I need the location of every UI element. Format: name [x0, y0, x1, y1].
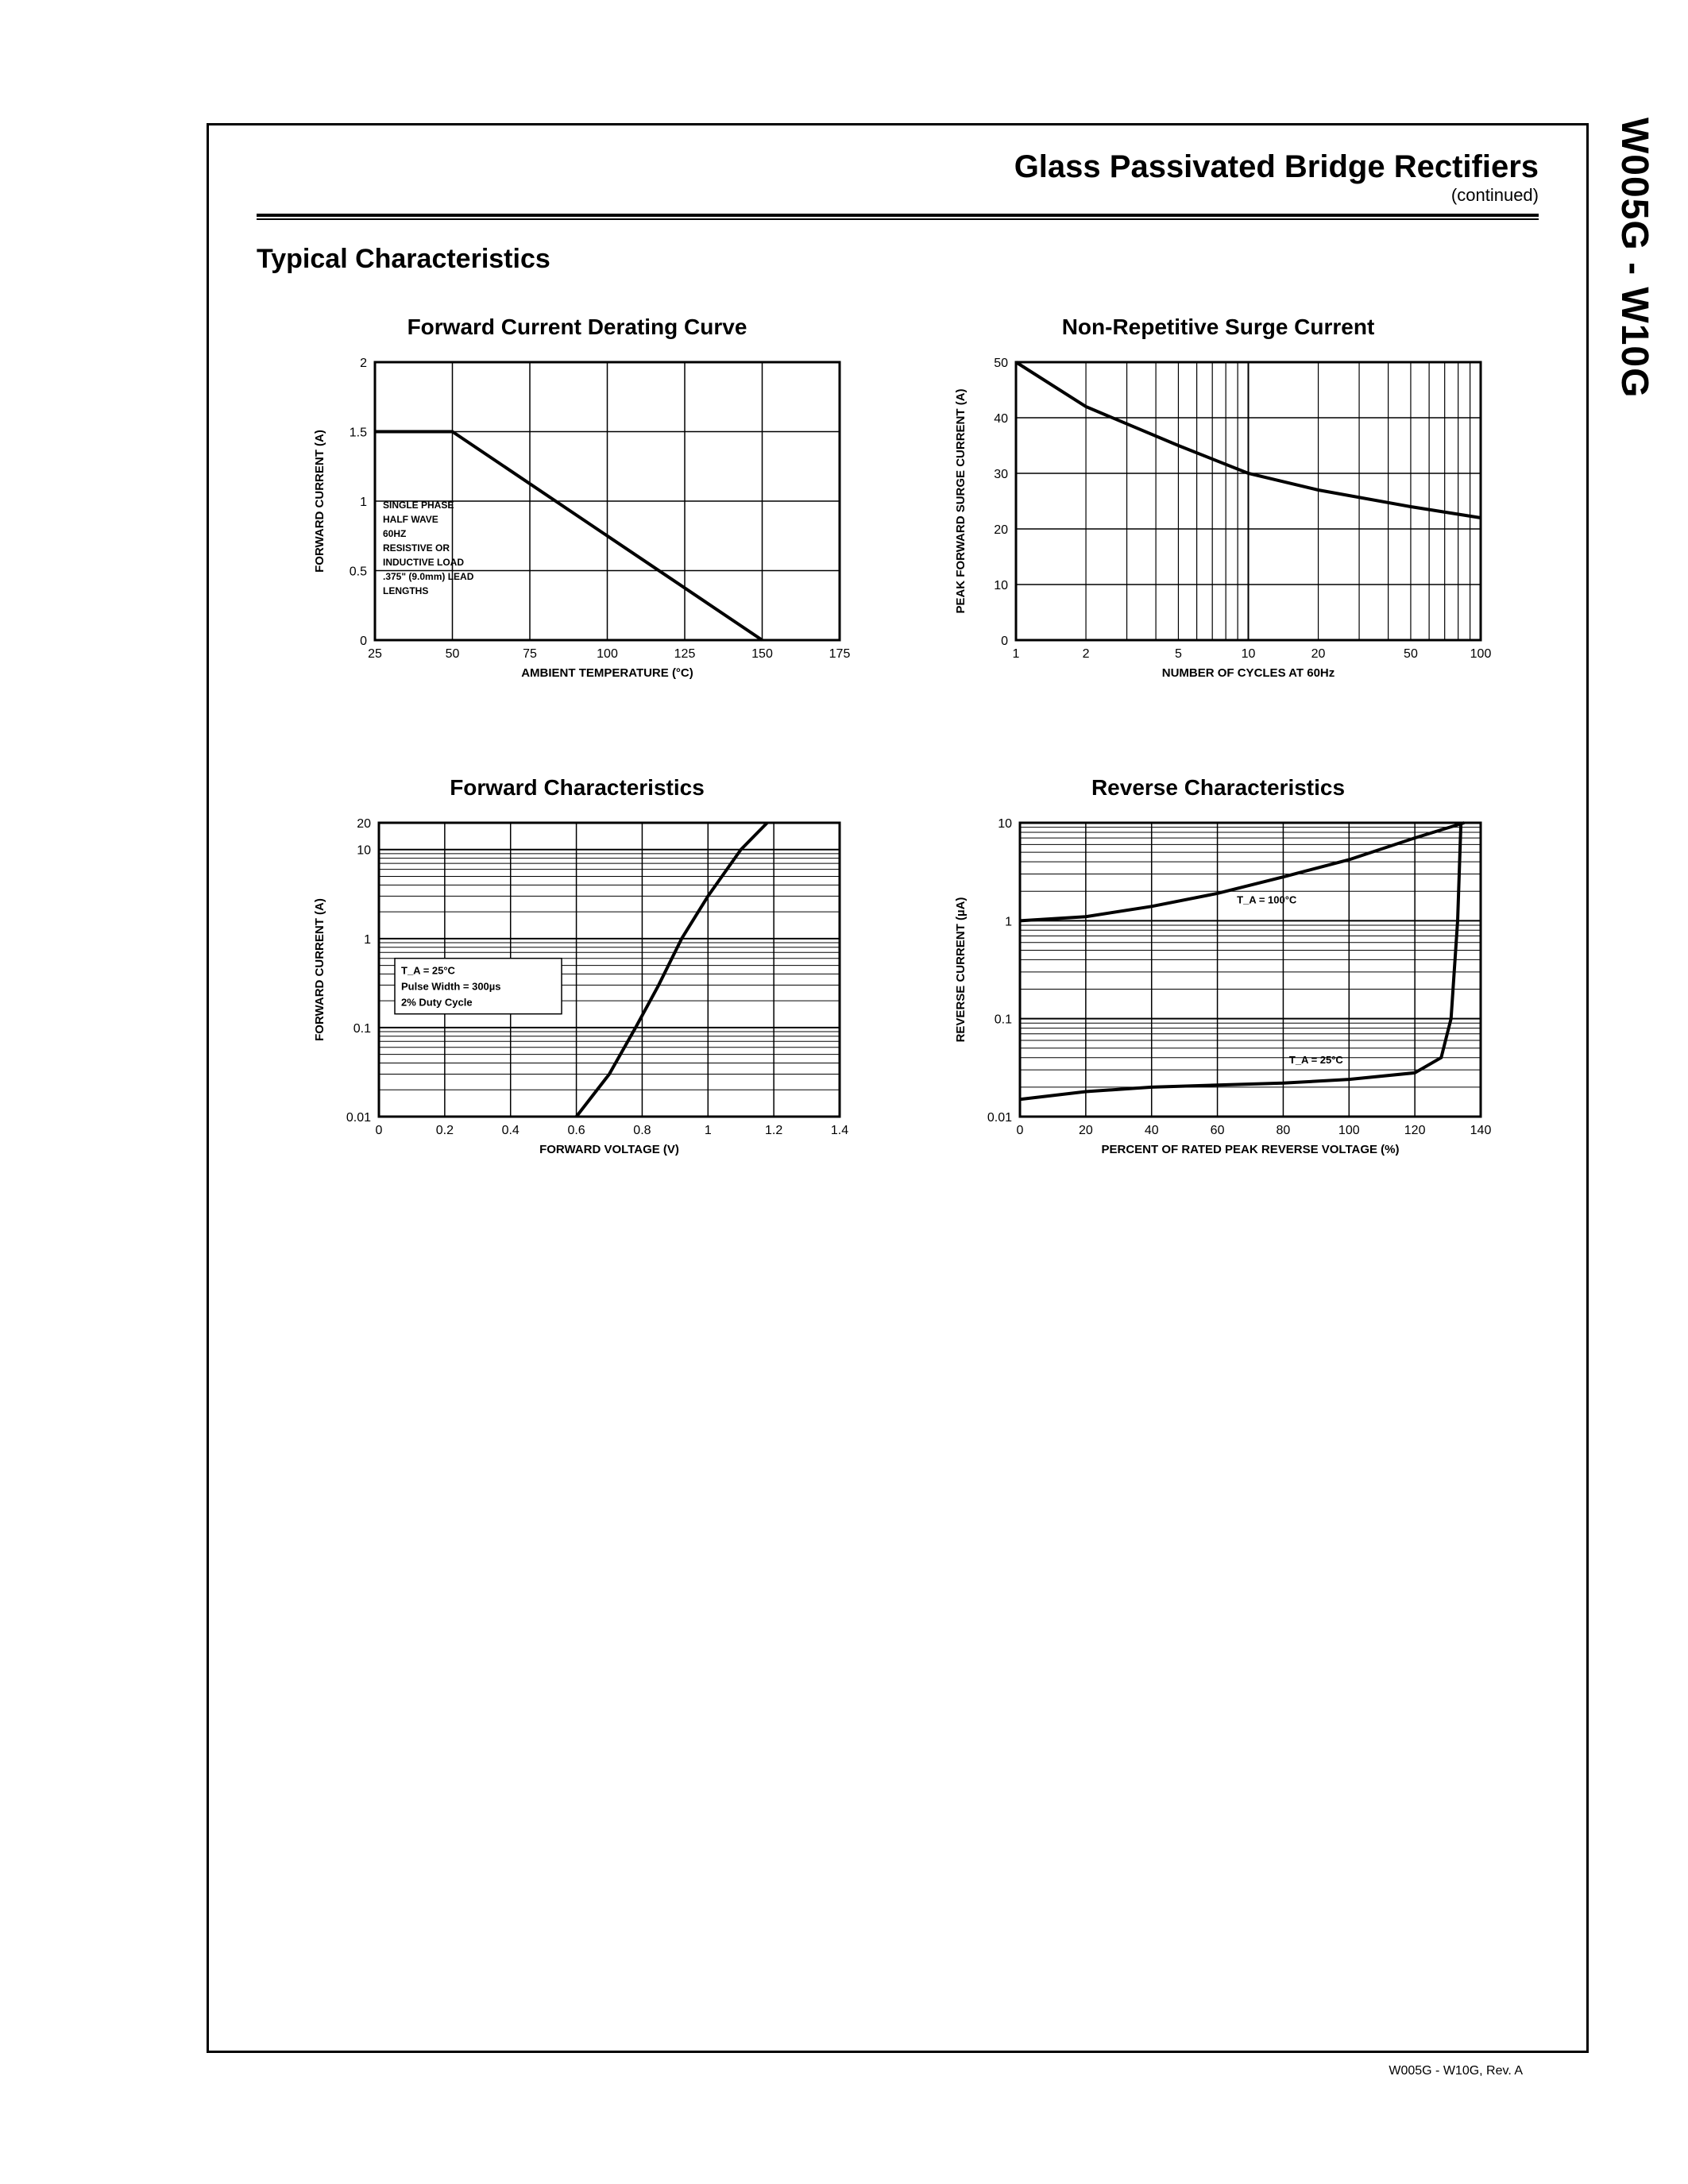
svg-text:150: 150	[751, 647, 773, 661]
svg-text:PEAK FORWARD SURGE CURRENT (A): PEAK FORWARD SURGE CURRENT (A)	[954, 388, 968, 613]
svg-text:HALF WAVE: HALF WAVE	[383, 514, 438, 525]
divider-thin	[257, 218, 1539, 220]
svg-text:100: 100	[1338, 1124, 1359, 1137]
svg-text:T_A = 100°C: T_A = 100°C	[1237, 894, 1297, 906]
svg-text:80: 80	[1276, 1124, 1290, 1137]
chart-derating-svg: 25 50 75 100 125 150 175 0 0.5 1 1.5 2 AMBIENT TEMPE…	[299, 354, 856, 696]
svg-text:0: 0	[1016, 1124, 1023, 1137]
svg-text:1: 1	[704, 1124, 711, 1137]
svg-text:60: 60	[1210, 1124, 1224, 1137]
svg-text:1: 1	[1005, 915, 1012, 928]
svg-text:100: 100	[1470, 647, 1491, 661]
svg-text:LENGTHS: LENGTHS	[383, 585, 428, 596]
svg-text:0.8: 0.8	[633, 1124, 651, 1137]
svg-text:0: 0	[360, 635, 367, 648]
svg-text:25: 25	[368, 647, 382, 661]
svg-text:0: 0	[1001, 635, 1008, 648]
svg-text:.375" (9.0mm) LEAD: .375" (9.0mm) LEAD	[383, 571, 474, 582]
chart-derating-title: Forward Current Derating Curve	[288, 314, 866, 340]
svg-text:10: 10	[357, 844, 371, 858]
svg-text:FORWARD CURRENT (A): FORWARD CURRENT (A)	[313, 430, 326, 573]
svg-text:AMBIENT TEMPERATURE (°C): AMBIENT TEMPERATURE (°C)	[521, 666, 693, 680]
svg-text:100: 100	[597, 647, 618, 661]
chart-surge-title: Non-Repetitive Surge Current	[929, 314, 1507, 340]
svg-text:50: 50	[1404, 647, 1418, 661]
svg-text:0.6: 0.6	[567, 1124, 585, 1137]
svg-text:RESISTIVE OR: RESISTIVE OR	[383, 542, 450, 554]
svg-text:50: 50	[994, 357, 1008, 370]
page-header: Glass Passivated Bridge Rectifiers (cont…	[257, 149, 1539, 206]
svg-text:1.2: 1.2	[765, 1124, 782, 1137]
svg-text:0.1: 0.1	[994, 1013, 1011, 1027]
svg-text:60HZ: 60HZ	[383, 528, 406, 539]
svg-text:140: 140	[1470, 1124, 1491, 1137]
svg-text:175: 175	[829, 647, 850, 661]
svg-text:1.5: 1.5	[349, 426, 366, 440]
svg-text:0.01: 0.01	[346, 1111, 370, 1125]
svg-text:0.4: 0.4	[501, 1124, 519, 1137]
svg-text:0.5: 0.5	[349, 565, 366, 579]
page-title: Glass Passivated Bridge Rectifiers	[257, 149, 1539, 185]
svg-text:0.1: 0.1	[353, 1022, 370, 1036]
page-subtitle: (continued)	[257, 185, 1539, 206]
svg-text:0.01: 0.01	[987, 1111, 1011, 1125]
svg-text:10: 10	[1241, 647, 1255, 661]
svg-text:0.2: 0.2	[435, 1124, 453, 1137]
svg-text:20: 20	[357, 817, 371, 831]
charts-grid: Forward Current Derating Curve 255075100…	[257, 314, 1539, 1172]
svg-text:2% Duty Cycle: 2% Duty Cycle	[401, 997, 473, 1009]
chart-reverse-title: Reverse Characteristics	[929, 775, 1507, 801]
svg-text:Pulse Width = 300µs: Pulse Width = 300µs	[401, 981, 501, 993]
svg-text:1: 1	[364, 933, 371, 947]
svg-text:1: 1	[360, 496, 367, 509]
svg-text:2: 2	[1082, 647, 1089, 661]
svg-text:2: 2	[360, 357, 367, 370]
svg-text:1.4: 1.4	[830, 1124, 848, 1137]
svg-text:REVERSE CURRENT (µA): REVERSE CURRENT (µA)	[954, 897, 968, 1043]
svg-text:SINGLE PHASE: SINGLE PHASE	[383, 500, 454, 511]
svg-text:75: 75	[523, 647, 537, 661]
svg-text:20: 20	[1078, 1124, 1092, 1137]
chart-reverse-svg: 0 20 40 60 80 100 120 140 0.01 0.1 1 10 T_A = 100°C T…	[941, 815, 1497, 1172]
svg-text:50: 50	[445, 647, 459, 661]
svg-text:30: 30	[994, 468, 1008, 481]
svg-text:125: 125	[674, 647, 695, 661]
svg-text:20: 20	[1311, 647, 1325, 661]
svg-text:PERCENT OF RATED PEAK REVERSE: PERCENT OF RATED PEAK REVERSE VOLTAGE (%…	[1101, 1143, 1399, 1156]
svg-text:FORWARD CURRENT (A): FORWARD CURRENT (A)	[313, 898, 326, 1041]
svg-text:20: 20	[994, 523, 1008, 537]
svg-text:10: 10	[994, 579, 1008, 592]
svg-text:T_A = 25°C: T_A = 25°C	[401, 965, 456, 977]
svg-text:5: 5	[1174, 647, 1181, 661]
svg-text:120: 120	[1404, 1124, 1425, 1137]
svg-text:INDUCTIVE LOAD: INDUCTIVE LOAD	[383, 557, 464, 568]
svg-text:FORWARD VOLTAGE (V): FORWARD VOLTAGE (V)	[539, 1143, 679, 1156]
svg-text:10: 10	[998, 817, 1012, 831]
svg-text:40: 40	[994, 412, 1008, 426]
svg-text:40: 40	[1144, 1124, 1158, 1137]
divider-thick	[257, 214, 1539, 217]
chart-forward-title: Forward Characteristics	[288, 775, 866, 801]
chart-surge-svg: 1 2 5 10 20 50 100 0 10 20 30 40 50 NUMBER OF CYCLES …	[941, 354, 1497, 696]
section-title: Typical Characteristics	[257, 244, 1539, 275]
svg-text:T_A = 25°C: T_A = 25°C	[1288, 1054, 1343, 1066]
svg-text:NUMBER OF CYCLES AT 60Hz: NUMBER OF CYCLES AT 60Hz	[1161, 666, 1335, 680]
chart-derating: Forward Current Derating Curve 255075100…	[288, 314, 866, 696]
chart-surge: Non-Repetitive Surge Current 1 2 5 10 20 50 10…	[929, 314, 1507, 696]
chart-reverse: Reverse Characteristics 0 20 40 60 80 100 120 1…	[929, 775, 1507, 1172]
page-frame: Glass Passivated Bridge Rectifiers (cont…	[207, 123, 1589, 2053]
chart-forward: Forward Characteristics 0 0.2 0.4 0.6 0.8 1 1.…	[288, 775, 866, 1172]
part-number-side-label: W005G - W10G	[1613, 118, 1656, 398]
chart-forward-svg: 0 0.2 0.4 0.6 0.8 1 1.2 1.4 0.01 0.1 1 10 20 FORWARD …	[299, 815, 856, 1172]
page-footer: W005G - W10G, Rev. A	[1389, 2064, 1523, 2078]
svg-text:0: 0	[375, 1124, 382, 1137]
svg-text:1: 1	[1012, 647, 1019, 661]
